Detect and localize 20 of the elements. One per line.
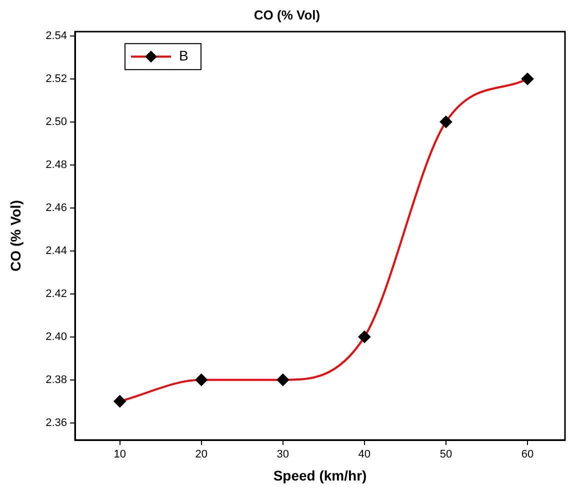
x-tick-label: 60: [521, 448, 534, 461]
y-tick-label: 2.36: [46, 416, 67, 429]
chart-title: CO (% Vol): [254, 7, 320, 22]
y-tick-label: 2.46: [46, 202, 67, 214]
y-tick-label: 2.38: [46, 374, 67, 386]
y-tick-label: 2.40: [46, 330, 67, 343]
legend-label: B: [179, 47, 188, 64]
y-tick-label: 2.44: [46, 244, 67, 257]
x-tick-label: 50: [440, 448, 452, 461]
y-tick-label: 2.48: [46, 158, 67, 171]
x-tick-label: 20: [195, 448, 208, 461]
x-axis-title: Speed (km/hr): [273, 467, 367, 484]
y-axis-title: CO (% Vol): [7, 200, 24, 272]
x-tick-label: 30: [276, 448, 290, 461]
y-tick-label: 2.50: [46, 116, 67, 128]
y-tick-label: 2.52: [46, 72, 67, 85]
y-tick-label: 2.42: [46, 288, 67, 300]
x-tick-label: 40: [358, 448, 371, 461]
y-tick-label: 2.54: [46, 30, 67, 42]
x-tick-label: 10: [114, 448, 126, 461]
